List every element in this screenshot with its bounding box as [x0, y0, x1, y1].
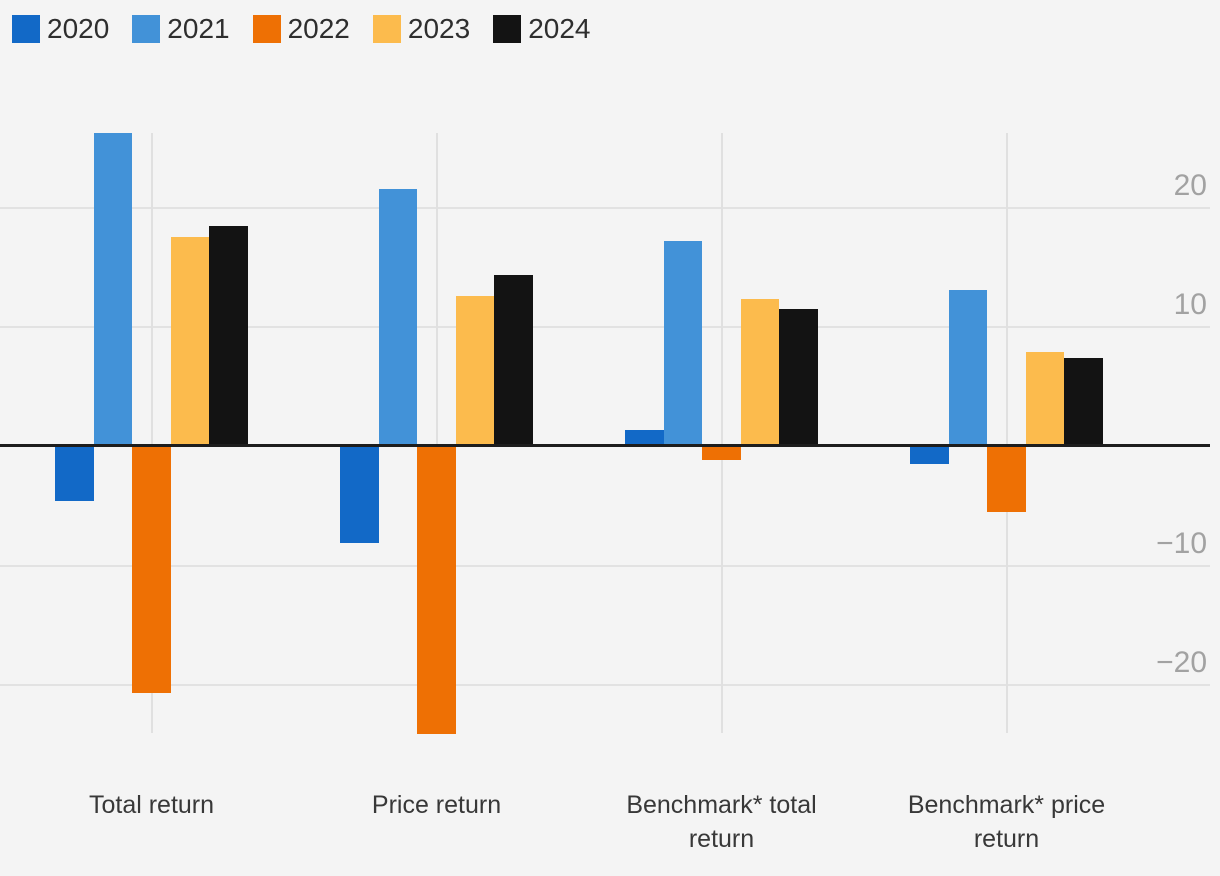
bar-2020-benchmark-price-return	[910, 446, 949, 465]
bar-2023-benchmark-total-return	[740, 298, 780, 447]
y-tick-label--20: −20	[1156, 646, 1207, 680]
legend-item-2020: 2020	[12, 14, 109, 44]
legend-item-2021: 2021	[132, 13, 230, 44]
bar-2023-price-return	[455, 296, 495, 447]
y-tick-label-20: 20	[1173, 168, 1207, 202]
x-category-label-benchmark-price-return: Benchmark* price return	[907, 791, 1106, 853]
legend-label: 2021	[167, 13, 230, 44]
legend-swatch-2024	[493, 15, 522, 43]
x-category-label-total-return: Total return	[88, 791, 215, 819]
bar-2021-price-return	[378, 188, 418, 447]
bar-2022-benchmark-price-return	[987, 446, 1026, 513]
legend-label: 2020	[47, 13, 110, 44]
bar-2021-benchmark-total-return	[663, 241, 703, 447]
bar-2021-benchmark-price-return	[948, 290, 988, 447]
bar-2023-total-return	[170, 236, 210, 447]
bar-2020-price-return	[340, 446, 379, 544]
bar-2023-benchmark-price-return	[1025, 352, 1065, 447]
legend-label: 2022	[287, 13, 350, 44]
x-category-label-benchmark-total-return: Benchmark* total return	[626, 791, 817, 853]
gridline-y--20	[0, 684, 1210, 687]
legend-swatch-2020	[12, 15, 40, 43]
y-tick-label-10: 10	[1173, 288, 1207, 322]
gridline-x-price-return	[435, 133, 438, 733]
legend-label: 2024	[528, 13, 591, 44]
gridline-x-benchmark-total-return	[720, 133, 723, 733]
legend-label: 2023	[407, 13, 471, 44]
bar-2024-total-return	[209, 225, 248, 447]
x-category-label-price-return: Price return	[371, 791, 502, 819]
y-tick-label--10: −10	[1156, 526, 1207, 560]
bar-2021-total-return	[93, 132, 133, 447]
legend-swatch-2021	[132, 15, 161, 43]
gridline-x-total-return	[150, 133, 153, 733]
gridline-y-10	[0, 326, 1210, 329]
legend-swatch-2023	[372, 15, 401, 43]
bar-2024-benchmark-total-return	[779, 309, 818, 447]
chart-legend: 2020 2021 2022 2023 2024	[12, 14, 613, 44]
legend-item-2023: 2023	[372, 13, 471, 44]
gridline-y-20	[0, 206, 1210, 209]
bar-2022-benchmark-total-return	[702, 446, 741, 460]
bar-2022-total-return	[132, 446, 171, 694]
bar-2022-price-return	[417, 446, 456, 734]
gridline-y--10	[0, 564, 1210, 567]
bar-2020-total-return	[55, 446, 94, 502]
legend-item-2022: 2022	[252, 13, 350, 44]
bar-2020-benchmark-total-return	[625, 429, 664, 447]
gridline-x-benchmark-price-return	[1005, 133, 1008, 733]
zero-axis-line	[0, 444, 1210, 447]
bar-2024-benchmark-price-return	[1064, 358, 1103, 447]
legend-swatch-2022	[252, 15, 281, 43]
bar-2024-price-return	[494, 274, 533, 447]
legend-item-2024: 2024	[493, 14, 590, 44]
